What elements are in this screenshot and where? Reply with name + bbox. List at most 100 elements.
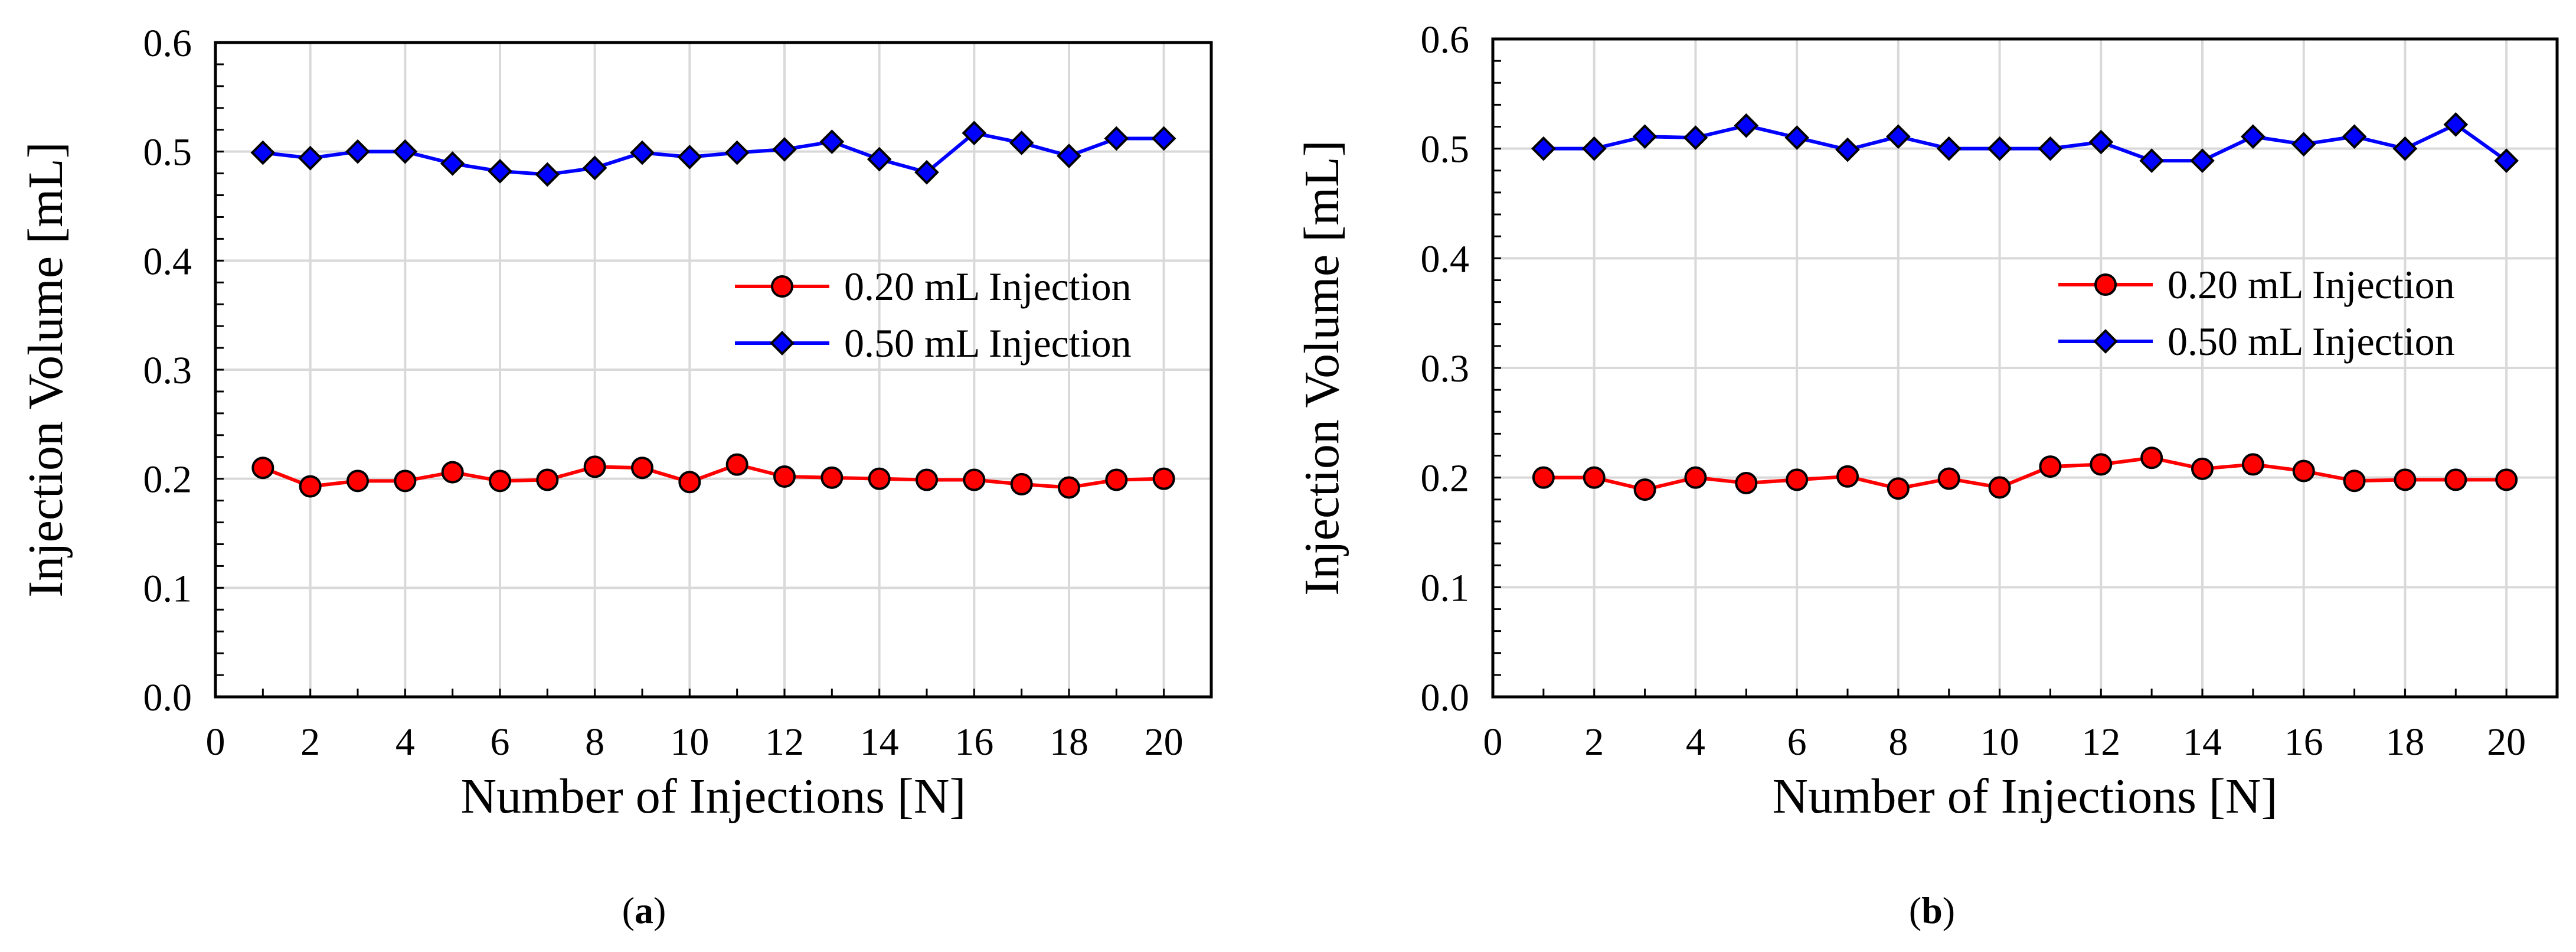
chart-a: 0.0 0.1 0.2 0.3 0.4 0.5 0.6 0 2 4 6 8 10 12 14 16 18 20 Nu… [18, 22, 1213, 824]
x-tick-label: 12 [765, 720, 804, 764]
series-0-20ml [251, 453, 1175, 499]
x-tick-label: 4 [395, 720, 415, 764]
data-point-circle [1058, 476, 1080, 499]
caption-b: (b) [1908, 889, 1956, 931]
data-point-circle [1887, 477, 1910, 500]
data-point-circle [2241, 453, 2264, 476]
data-point-circle [2444, 468, 2467, 491]
data-point-diamond [393, 139, 418, 164]
data-point-circle [489, 470, 511, 493]
data-point-diamond [1581, 136, 1607, 161]
data-point-diamond [1151, 126, 1176, 151]
y-axis-title: Injection Volume [mL] [18, 142, 73, 597]
x-tick-label: 6 [491, 720, 510, 764]
data-point-diamond [1632, 124, 1658, 149]
data-point-diamond [1734, 113, 1759, 138]
data-point-circle [2343, 470, 2366, 493]
data-point-diamond [2190, 148, 2215, 173]
data-point-diamond [2241, 124, 2266, 149]
data-point-circle [1633, 478, 1656, 501]
y-tick-label: 0.4 [1421, 237, 1470, 281]
data-point-diamond [1835, 137, 1860, 162]
x-tick-label: 0 [1483, 720, 1503, 764]
y-tick-label: 0.1 [143, 567, 192, 610]
data-point-diamond [2494, 148, 2519, 173]
data-point-diamond [819, 129, 845, 154]
data-point-diamond [1531, 136, 1556, 161]
data-point-circle [868, 467, 891, 490]
y-tick-label: 0.1 [1421, 566, 1470, 609]
data-point-circle [299, 475, 322, 498]
data-point-circle [1786, 468, 1809, 491]
data-point-circle [725, 453, 748, 476]
data-point-diamond [2139, 148, 2164, 173]
legend-marker-circle [771, 275, 793, 298]
data-point-diamond [488, 159, 512, 184]
x-tick-label: 2 [1584, 720, 1604, 764]
y-tick-label: 0.2 [1421, 457, 1470, 500]
y-tick-label: 0.0 [1421, 676, 1470, 719]
data-point-diamond [2443, 112, 2469, 137]
legend-label: 0.20 mL Injection [844, 264, 1132, 309]
series-0-20ml [1532, 446, 2518, 501]
data-point-diamond [1057, 144, 1081, 168]
series-0-50ml [1531, 112, 2519, 173]
x-tick-label: 10 [1980, 720, 2019, 764]
data-point-diamond [677, 145, 702, 169]
data-point-circle [1105, 468, 1128, 491]
x-tick-label: 16 [954, 720, 993, 764]
x-tick-label: 0 [206, 720, 225, 764]
data-point-circle [773, 465, 796, 488]
legend: 0.20 mL Injection 0.50 mL Injection [735, 264, 1132, 366]
data-point-diamond [630, 140, 655, 165]
data-point-diamond [582, 155, 607, 181]
data-point-diamond [1987, 136, 2012, 161]
x-tick-label: 6 [1787, 720, 1807, 764]
x-tick-label: 12 [2081, 720, 2120, 764]
x-tick-label: 4 [1686, 720, 1705, 764]
data-point-circle [1583, 466, 1606, 489]
x-tick-label: 16 [2284, 720, 2323, 764]
data-point-diamond [867, 146, 892, 172]
x-tick-label: 8 [585, 720, 604, 764]
caption-letter-a: a [635, 889, 653, 931]
y-tick-label: 0.3 [143, 349, 192, 392]
x-tick-label: 14 [860, 720, 899, 764]
legend-marker-diamond [2093, 329, 2118, 354]
data-point-circle [1836, 465, 1859, 488]
data-point-diamond [2342, 124, 2367, 149]
data-point-circle [2394, 468, 2417, 491]
legend: 0.20 mL Injection 0.50 mL Injection [2058, 262, 2455, 364]
y-tick-label: 0.5 [143, 131, 192, 174]
data-point-diamond [2291, 132, 2316, 157]
x-tick-label: 18 [2385, 720, 2424, 764]
data-point-diamond [2088, 129, 2114, 155]
legend-marker-diamond [770, 331, 795, 356]
series-line [1543, 122, 2508, 163]
data-point-diamond [962, 120, 987, 146]
data-point-circle [2191, 457, 2214, 480]
y-tick-label: 0.6 [143, 22, 192, 65]
y-tick-label: 0.5 [1421, 128, 1470, 171]
y-tick-label: 0.6 [1421, 18, 1470, 61]
data-point-circle [2140, 446, 2163, 470]
data-point-diamond [1936, 136, 1962, 161]
data-point-diamond [1009, 131, 1034, 155]
data-point-diamond [1104, 126, 1129, 151]
x-tick-label: 2 [300, 720, 320, 764]
data-point-diamond [772, 137, 797, 162]
y-tick-label: 0.4 [143, 240, 192, 283]
data-point-circle [1152, 467, 1175, 490]
data-point-circle [2292, 459, 2315, 482]
legend-marker-circle [2094, 273, 2117, 296]
caption-letter-b: b [1921, 889, 1943, 931]
x-tick-label: 8 [1888, 720, 1908, 764]
data-point-diamond [914, 159, 939, 185]
data-point-circle [820, 466, 844, 489]
series-0-50ml [250, 120, 1176, 187]
data-point-diamond [345, 139, 370, 164]
y-tick-label: 0.2 [143, 458, 192, 501]
data-point-diamond [440, 151, 465, 176]
x-tick-label: 10 [670, 720, 709, 764]
y-axis-title: Injection Volume [mL] [1294, 140, 1349, 595]
